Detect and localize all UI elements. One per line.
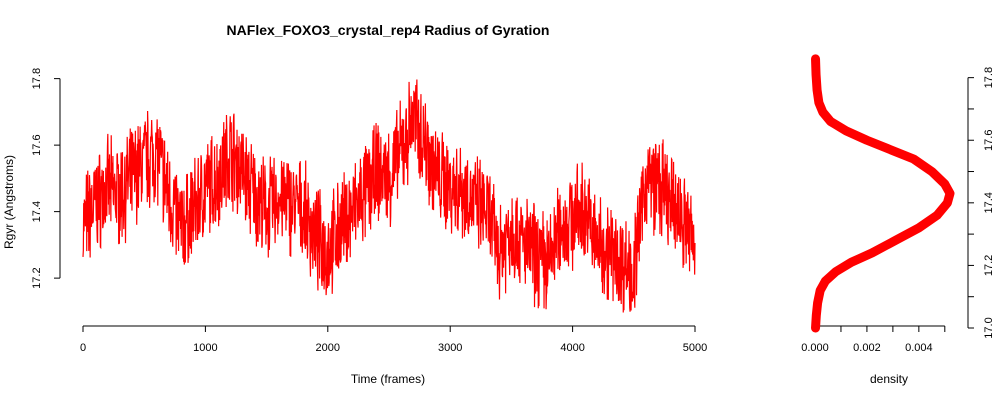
density-y-tick-label: 17.0 (983, 317, 995, 338)
main-x-tick-label: 0 (80, 342, 86, 354)
main-y-tick-label: 17.6 (31, 134, 43, 155)
main-x-tick-label: 1000 (193, 342, 217, 354)
main-plot-axes: 0 1000 2000 3000 4000 5000 17.2 17.4 17.6 17.8 (31, 68, 707, 354)
main-x-tick-label: 2000 (316, 342, 340, 354)
density-y-tick-label: 17.6 (983, 130, 995, 151)
main-y-tick-label: 17.2 (31, 267, 43, 288)
main-y-axis-label: Rgyr (Angstroms) (2, 155, 16, 249)
main-x-tick-label: 4000 (560, 342, 584, 354)
main-y-tick-label: 17.4 (31, 201, 43, 222)
density-series (811, 54, 955, 333)
rgyr-trace (82, 79, 696, 313)
density-x-tick-label: 0.004 (905, 342, 933, 354)
density-plot-axes: 0.000 0.002 0.004 17.0 17.2 17.4 17.6 17.8 (801, 67, 995, 354)
density-y-tick-label: 17.2 (983, 255, 995, 276)
main-x-axis-label: Time (frames) (351, 372, 425, 386)
main-x-tick-label: 5000 (683, 342, 707, 354)
chart-title: NAFlex_FOXO3_crystal_rep4 Radius of Gyra… (227, 22, 550, 38)
density-x-tick-label: 0.002 (853, 342, 881, 354)
rgyr-series (82, 79, 696, 313)
density-y-tick-label: 17.8 (983, 67, 995, 88)
main-x-tick-label: 3000 (438, 342, 462, 354)
density-curve (811, 54, 955, 333)
main-y-tick-label: 17.8 (31, 68, 43, 89)
density-y-tick-label: 17.4 (983, 192, 995, 213)
density-x-tick-label: 0.000 (801, 342, 829, 354)
density-x-axis-label: density (870, 372, 908, 386)
